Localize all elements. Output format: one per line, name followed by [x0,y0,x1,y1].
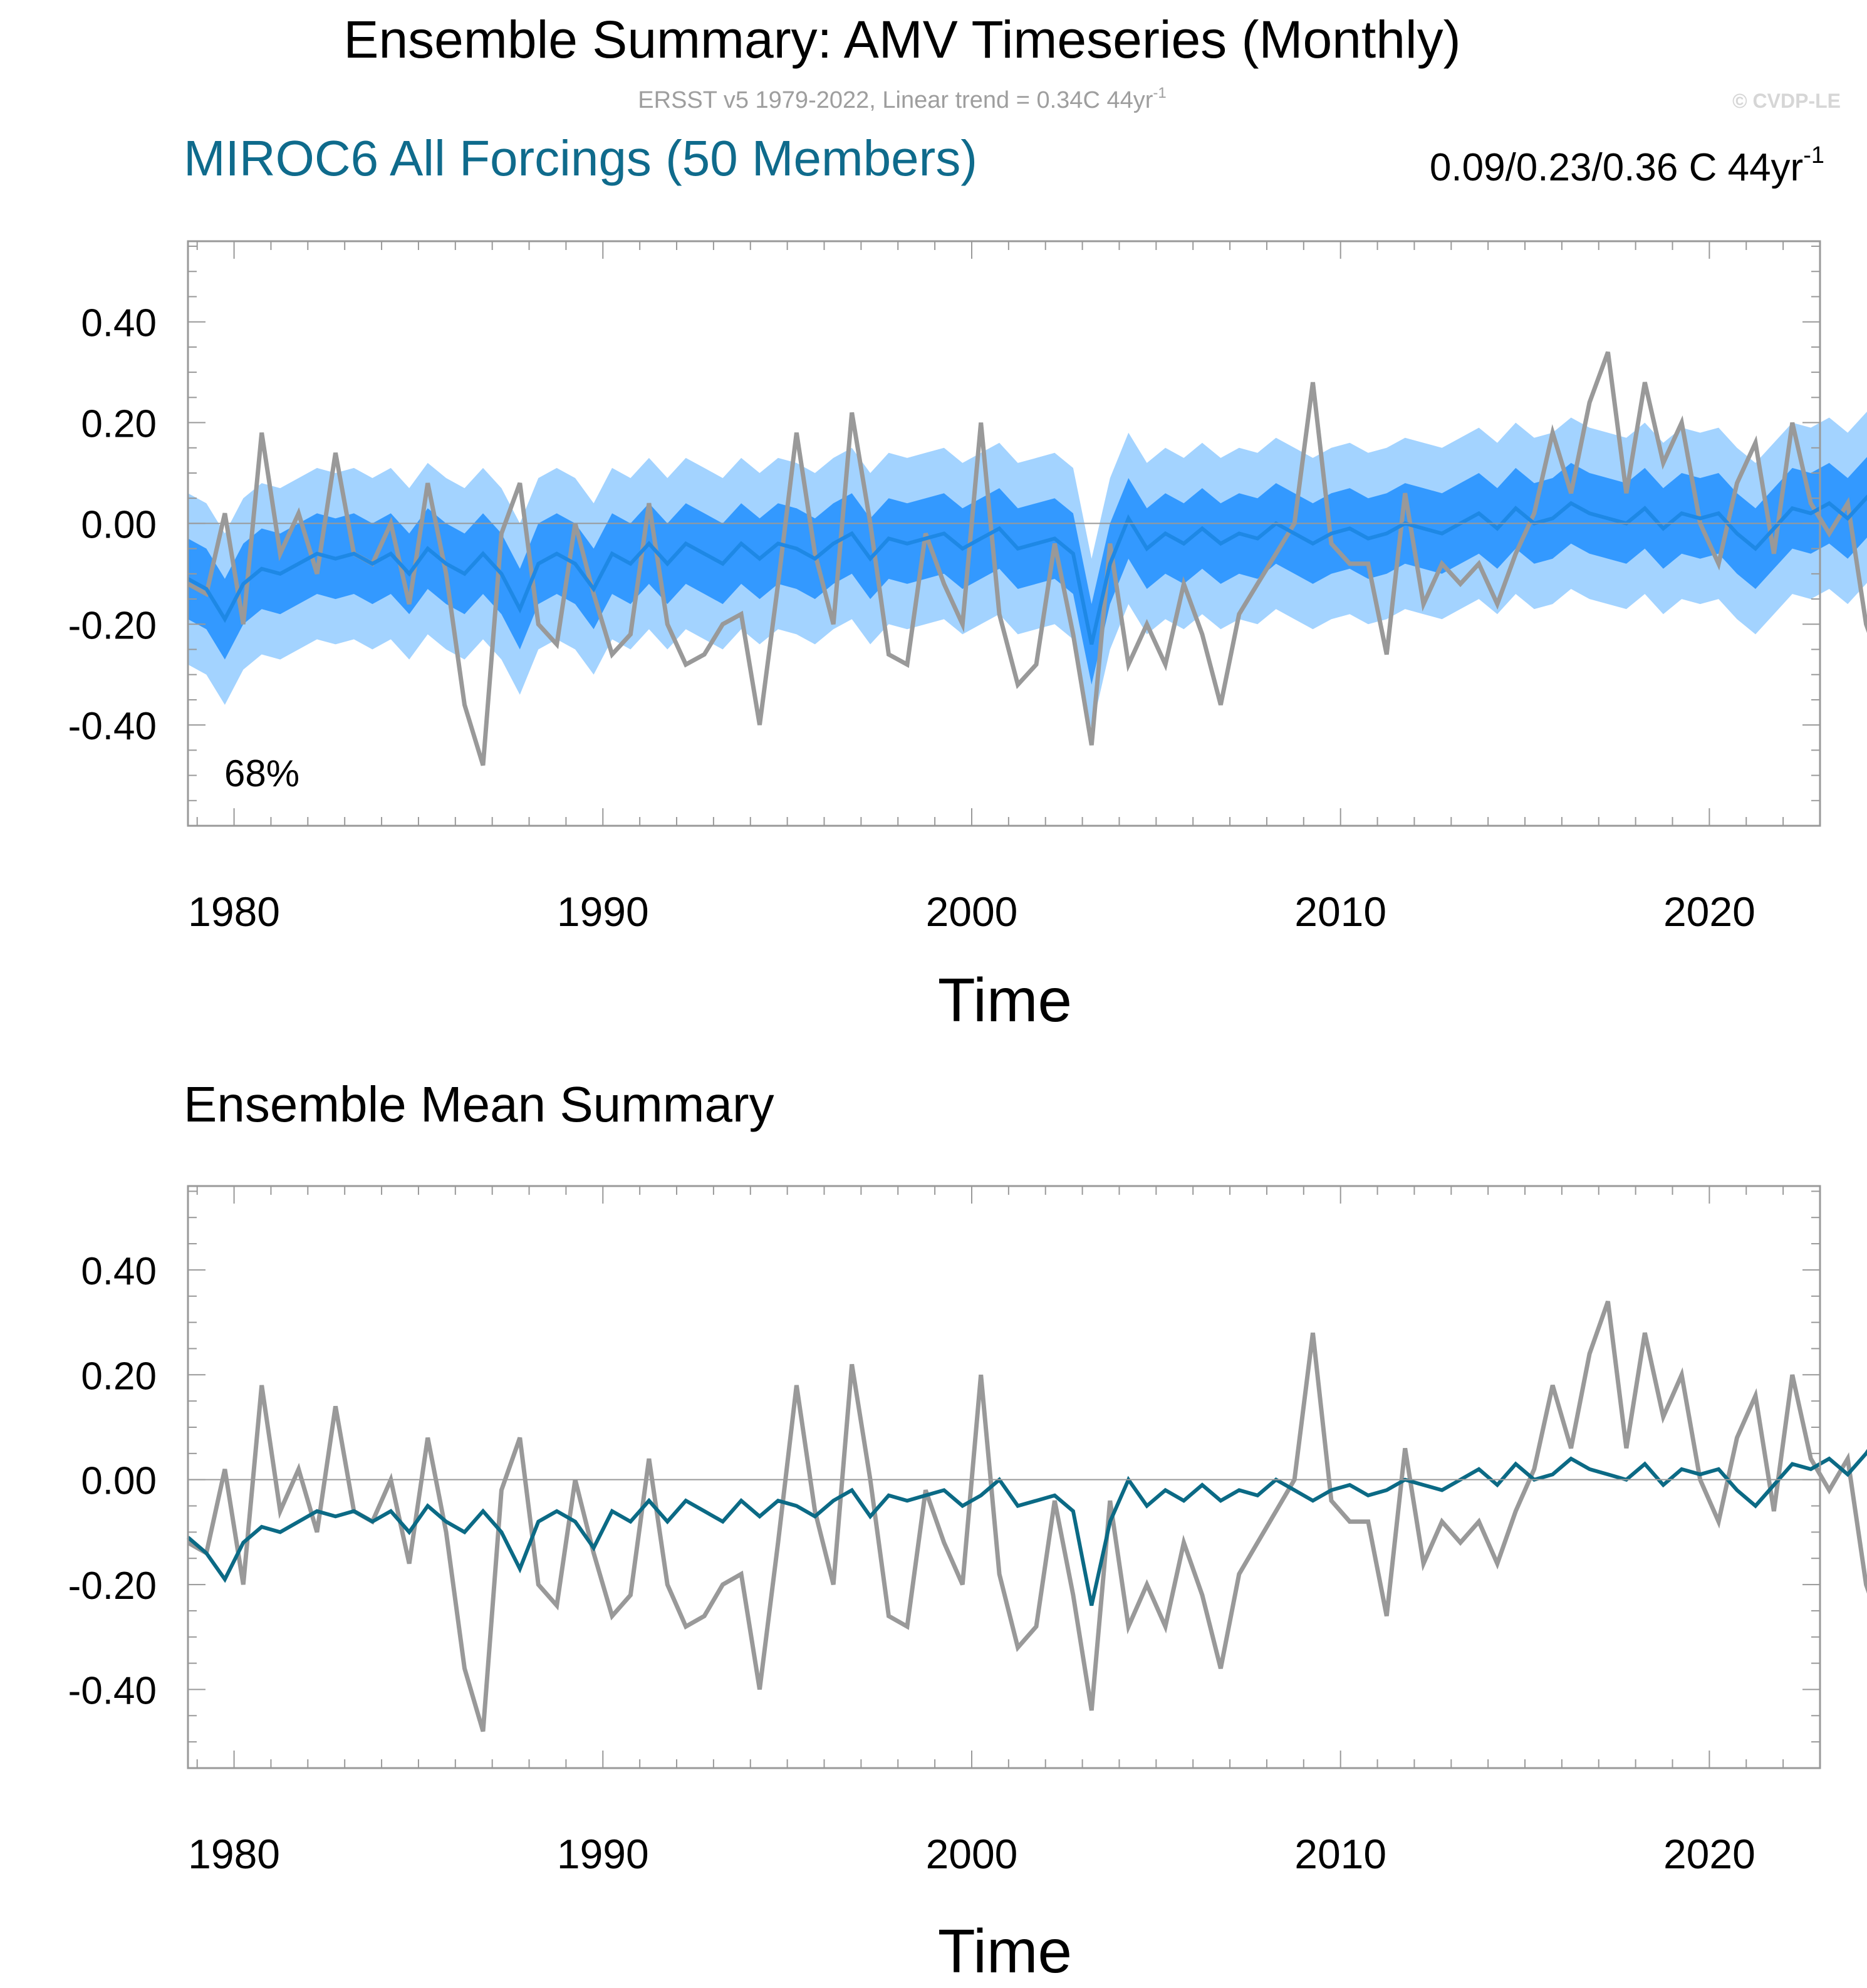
bottom-y-tick-labels: -0.40 -0.20 0.00 0.20 0.40 [68,1250,157,1713]
top-ensemble-median-line [187,494,1867,645]
bottom-panel-title: Ensemble Mean Summary [184,1076,774,1132]
x-tick-label: 2010 [1294,1831,1386,1877]
top-x-axis-title: Time [938,965,1072,1034]
top-x-tick-labels: 1980 1990 2000 2010 2020 [188,888,1755,935]
bottom-plot-frame [187,1185,1821,1769]
x-tick-label: 2020 [1663,1831,1755,1877]
y-tick-label: -0.20 [68,1564,157,1608]
x-tick-label: 2010 [1294,888,1386,935]
bottom-ticks [188,1186,1820,1769]
bottom-observed-line [187,1300,1867,1732]
top-trend-label: 0.09/0.23/0.36 C 44yr-1 [1430,142,1824,189]
y-tick-label: 0.00 [81,1460,157,1503]
bottom-ensemble-mean-line [187,1449,1867,1606]
y-tick-label: 0.00 [81,503,157,546]
subtitle: ERSST v5 1979-2022, Linear trend = 0.34C… [638,85,1166,113]
x-tick-label: 1980 [188,888,280,935]
top-band-layer [188,411,1867,731]
top-observed-line [187,351,1867,766]
top-inner-range-band [188,457,1867,685]
y-tick-label: -0.40 [68,705,157,748]
y-tick-label: 0.20 [81,1355,157,1398]
x-tick-label: 2000 [926,888,1018,935]
subtitle-text: ERSST v5 1979-2022, Linear trend = 0.34C… [638,87,1153,113]
bottom-x-tick-labels: 1980 1990 2000 2010 2020 [188,1831,1755,1877]
top-y-tick-labels: -0.40 -0.20 0.00 0.20 0.40 [68,302,157,748]
x-tick-label: 1990 [557,1831,649,1877]
top-trend-text: 0.09/0.23/0.36 C 44yr [1430,146,1803,189]
x-tick-label: 1980 [188,1831,280,1877]
y-tick-label: -0.20 [68,604,157,647]
bottom-plot-area: -0.40 -0.20 0.00 0.20 0.40 1980 1990 2000 2010 2… [68,1185,1867,1877]
top-trend-sup: -1 [1803,142,1824,169]
y-tick-label: 0.40 [81,302,157,345]
y-tick-label: -0.40 [68,1669,157,1712]
main-title: Ensemble Summary: AMV Timeseries (Monthl… [343,10,1460,69]
top-panel-title: MIROC6 All Forcings (50 Members) [184,130,977,186]
bottom-x-axis-title: Time [938,1917,1072,1985]
x-tick-label: 1990 [557,888,649,935]
y-tick-label: 0.20 [81,403,157,446]
x-tick-label: 2020 [1663,888,1755,935]
subtitle-sup: -1 [1153,85,1166,101]
top-ticks [188,241,1820,826]
top-plot-area: -0.40 -0.20 0.00 0.20 0.40 1980 1990 2000 2010 2… [68,240,1867,935]
copyright-label: © CVDP-LE [1732,90,1841,112]
top-range-annotation: 68% [224,752,299,794]
y-tick-label: 0.40 [81,1250,157,1293]
x-tick-label: 2000 [926,1831,1018,1877]
top-plot-frame [187,240,1821,827]
